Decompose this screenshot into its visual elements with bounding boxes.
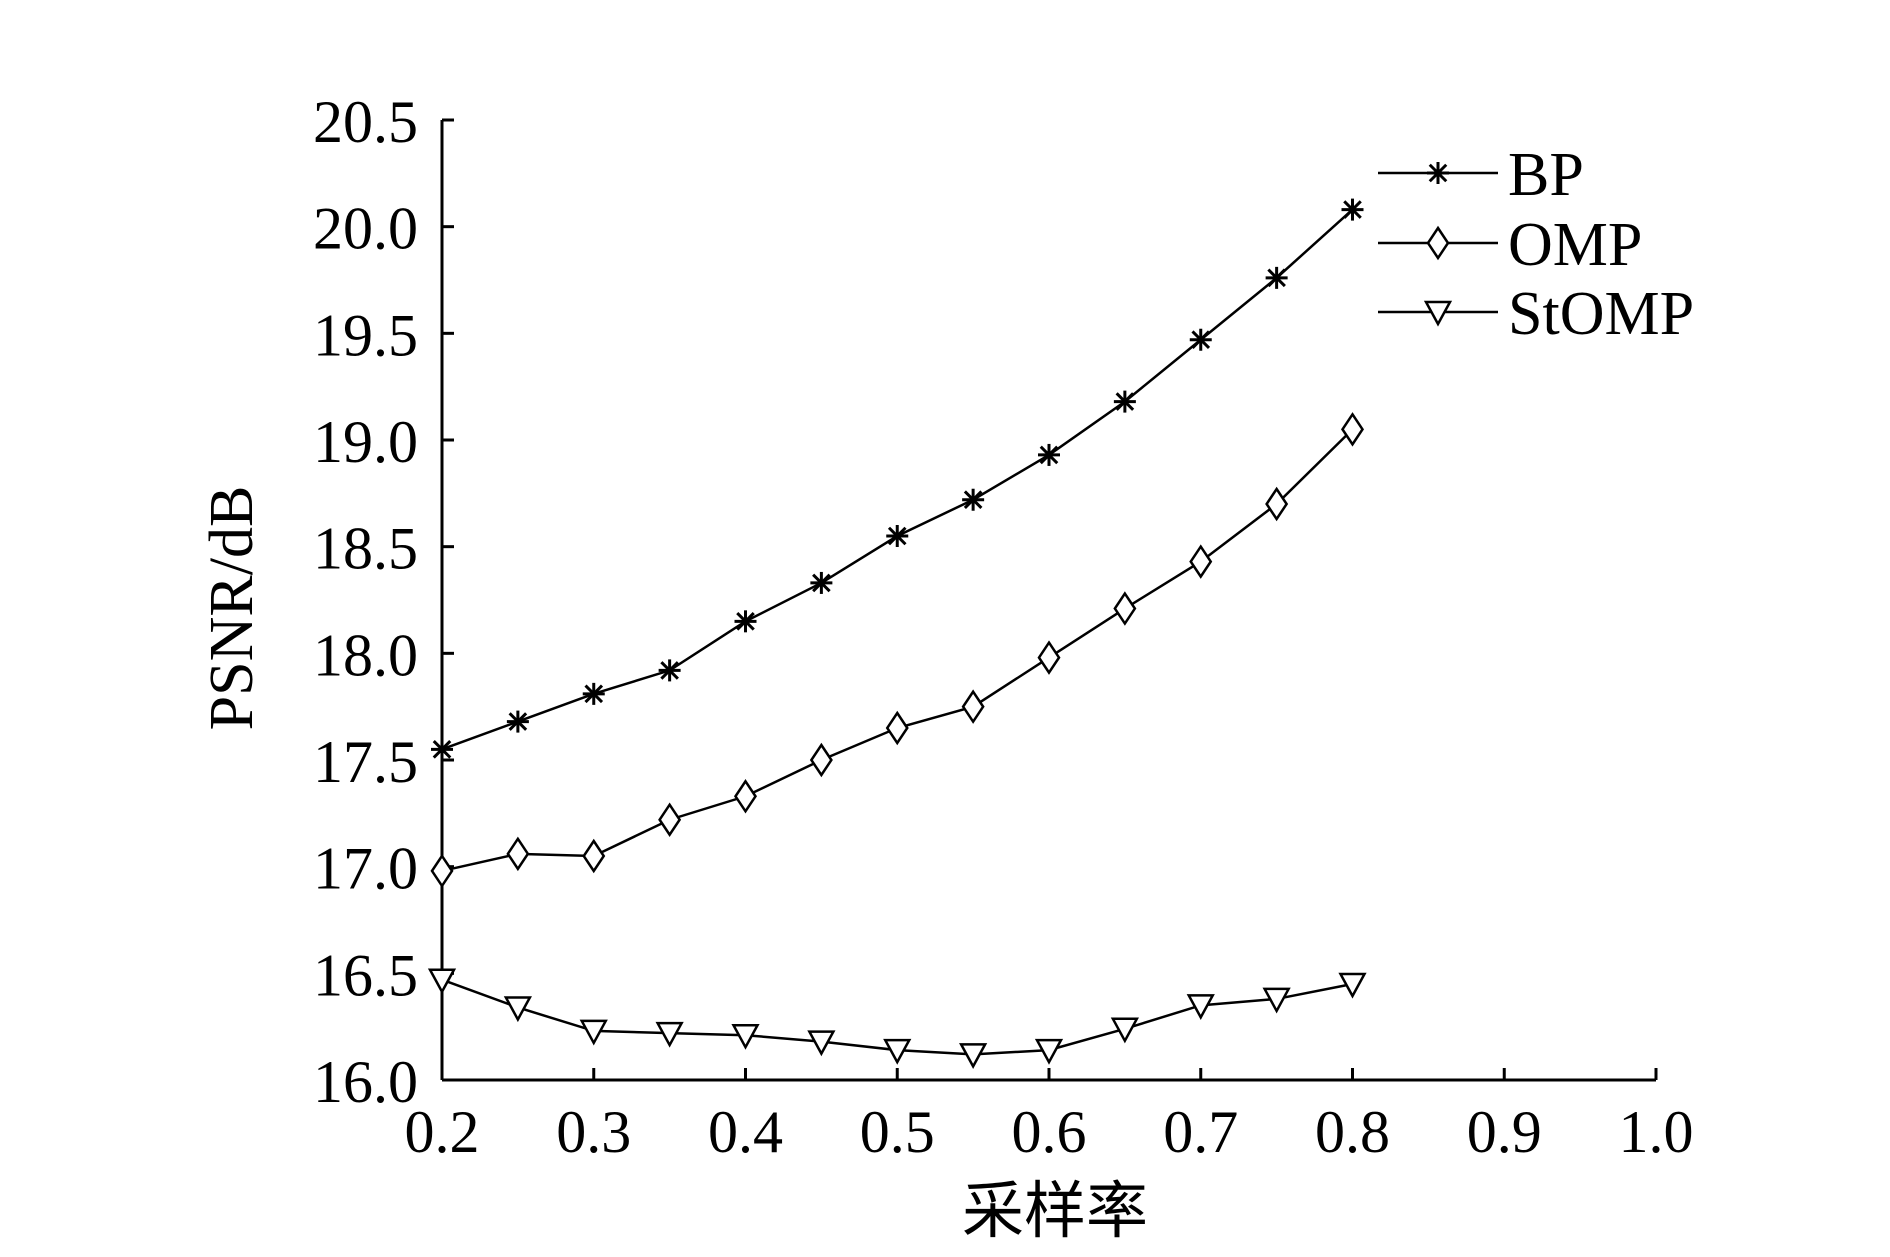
data-point-bp bbox=[1341, 198, 1364, 221]
data-point-stomp bbox=[883, 1038, 912, 1065]
x-tick-label: 0.3 bbox=[556, 1099, 631, 1165]
y-tick-label: 19.5 bbox=[313, 302, 418, 368]
series-bp bbox=[431, 198, 1364, 761]
legend-label-stomp: StOMP bbox=[1508, 280, 1694, 348]
data-point-stomp bbox=[503, 996, 532, 1023]
data-point-bp bbox=[1265, 266, 1288, 289]
series-layer bbox=[427, 198, 1367, 1070]
y-tick-label: 19.0 bbox=[313, 409, 418, 475]
data-point-stomp bbox=[427, 968, 457, 995]
y-tick-label: 16.0 bbox=[313, 1049, 418, 1115]
y-tick-label: 17.0 bbox=[313, 836, 418, 902]
data-point-stomp bbox=[1110, 1017, 1139, 1044]
x-tick-label: 0.9 bbox=[1467, 1099, 1542, 1165]
x-axis-label: 采样率 bbox=[962, 1178, 1148, 1246]
y-tick-label: 16.5 bbox=[313, 942, 418, 1008]
y-tick-label: 18.5 bbox=[313, 516, 418, 582]
data-point-bp bbox=[1113, 390, 1136, 413]
y-tick-label: 20.5 bbox=[313, 89, 418, 155]
data-point-omp bbox=[961, 689, 985, 724]
legend-item-omp: OMP bbox=[1378, 211, 1642, 279]
legend-item-bp: BP bbox=[1378, 141, 1584, 209]
y-axis-label: PSNR/dB bbox=[198, 486, 266, 731]
data-point-bp bbox=[506, 710, 529, 733]
data-point-omp bbox=[430, 853, 454, 889]
series-stomp bbox=[427, 968, 1367, 1070]
x-tick-label: 0.6 bbox=[1012, 1099, 1087, 1165]
data-point-omp bbox=[658, 802, 682, 837]
data-point-omp bbox=[1340, 412, 1365, 447]
x-tick-label: 0.4 bbox=[708, 1099, 783, 1165]
data-point-omp bbox=[1189, 544, 1213, 579]
data-point-bp bbox=[810, 571, 833, 594]
legend-marker-omp bbox=[1426, 225, 1450, 261]
x-tick-label: 0.5 bbox=[860, 1099, 935, 1165]
data-point-bp bbox=[1038, 443, 1060, 466]
data-point-omp bbox=[506, 836, 530, 872]
data-point-stomp bbox=[579, 1019, 608, 1046]
data-point-omp bbox=[1265, 486, 1289, 522]
data-point-stomp bbox=[1262, 987, 1291, 1014]
series-line-bp bbox=[441, 208, 1354, 751]
data-point-bp bbox=[1189, 328, 1212, 351]
axes: 16.0 16.5 17.0 17.5 18.0 18.5 19.0 19.5 20.0 20.5… bbox=[313, 89, 1694, 1165]
legend-label-omp: OMP bbox=[1508, 211, 1642, 279]
data-point-stomp bbox=[1338, 972, 1367, 999]
data-point-bp bbox=[658, 659, 681, 682]
data-point-stomp bbox=[1186, 994, 1215, 1020]
data-point-bp bbox=[734, 610, 757, 633]
data-point-omp bbox=[809, 742, 833, 778]
x-tick-label: 0.2 bbox=[405, 1099, 480, 1165]
data-point-bp bbox=[582, 682, 605, 705]
x-tick-label: 1.0 bbox=[1619, 1099, 1694, 1165]
data-point-omp bbox=[1037, 640, 1061, 675]
data-point-omp bbox=[582, 838, 606, 874]
data-point-bp bbox=[886, 525, 909, 547]
legend-label-bp: BP bbox=[1508, 141, 1584, 209]
data-point-stomp bbox=[1034, 1038, 1064, 1065]
y-tick-label: 20.0 bbox=[313, 196, 418, 262]
legend-item-stomp: StOMP bbox=[1378, 280, 1694, 348]
series-line-omp bbox=[441, 428, 1354, 873]
data-point-omp bbox=[733, 779, 758, 814]
legend-marker-stomp bbox=[1423, 300, 1453, 327]
legend-marker-bp bbox=[1427, 162, 1449, 184]
x-tick-label: 0.8 bbox=[1315, 1099, 1390, 1165]
data-point-bp bbox=[962, 488, 985, 511]
data-point-omp bbox=[885, 710, 909, 746]
data-point-bp bbox=[431, 738, 453, 761]
data-point-stomp bbox=[959, 1043, 988, 1070]
series-omp bbox=[430, 412, 1365, 889]
data-point-stomp bbox=[731, 1023, 760, 1050]
y-tick-label: 18.0 bbox=[313, 622, 418, 688]
x-tick-label: 0.7 bbox=[1163, 1099, 1238, 1165]
y-tick-label: 17.5 bbox=[313, 729, 418, 795]
data-point-stomp bbox=[655, 1021, 684, 1048]
data-point-stomp bbox=[807, 1030, 836, 1057]
data-point-omp bbox=[1113, 591, 1137, 626]
